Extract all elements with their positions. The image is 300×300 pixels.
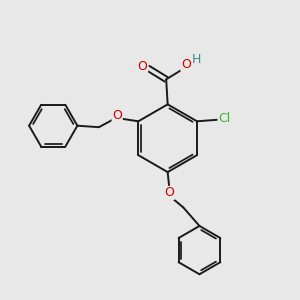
Text: H: H [192, 53, 202, 66]
Text: O: O [112, 109, 122, 122]
Text: O: O [138, 60, 148, 73]
Text: O: O [181, 58, 191, 71]
Text: O: O [164, 187, 174, 200]
Text: Cl: Cl [218, 112, 231, 125]
